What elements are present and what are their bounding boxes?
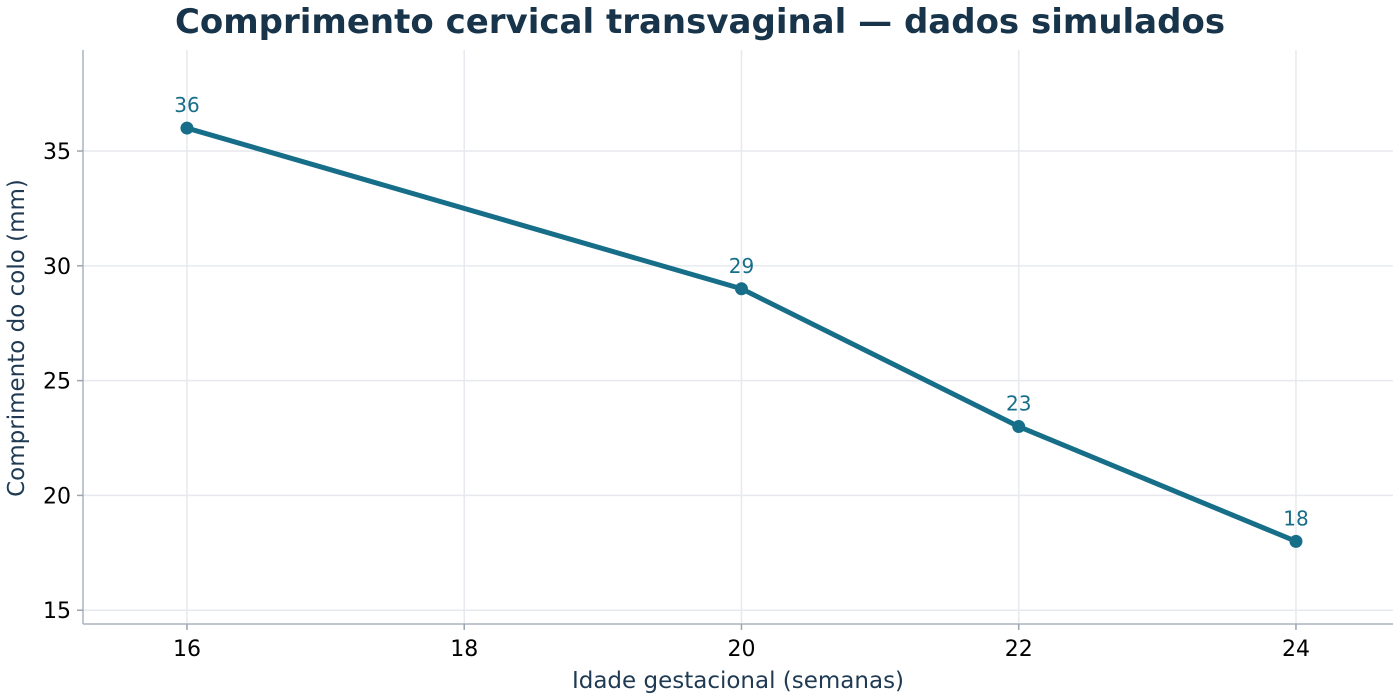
data-point bbox=[1289, 534, 1303, 548]
x-axis-ticks: 16 18 20 22 24 bbox=[173, 624, 1310, 662]
x-axis-label: Idade gestacional (semanas) bbox=[572, 668, 904, 694]
data-label: 29 bbox=[729, 254, 754, 278]
chart-title: Comprimento cervical transvaginal — dado… bbox=[175, 2, 1225, 42]
y-tick-label: 15 bbox=[43, 599, 71, 624]
data-point bbox=[734, 282, 748, 296]
data-label: 18 bbox=[1283, 506, 1308, 530]
x-tick-label: 16 bbox=[173, 637, 201, 662]
y-tick-label: 30 bbox=[43, 255, 71, 280]
y-tick-label: 35 bbox=[43, 140, 71, 165]
grid bbox=[83, 50, 1393, 624]
series-group: 36 29 23 18 bbox=[174, 93, 1309, 548]
data-point bbox=[1012, 420, 1026, 434]
y-axis-ticks: 15 20 25 30 35 bbox=[43, 140, 83, 624]
y-axis-label: Comprimento do colo (mm) bbox=[4, 179, 30, 497]
axes-spines bbox=[82, 50, 1393, 625]
y-tick-label: 25 bbox=[43, 370, 71, 395]
y-tick-label: 20 bbox=[43, 484, 71, 509]
x-tick-label: 22 bbox=[1005, 637, 1033, 662]
x-tick-label: 24 bbox=[1282, 637, 1310, 662]
x-tick-label: 18 bbox=[450, 637, 478, 662]
data-label: 23 bbox=[1006, 392, 1031, 416]
series-line bbox=[184, 125, 1299, 544]
x-tick-label: 20 bbox=[727, 637, 755, 662]
data-point bbox=[180, 121, 194, 135]
data-label: 36 bbox=[174, 93, 199, 117]
